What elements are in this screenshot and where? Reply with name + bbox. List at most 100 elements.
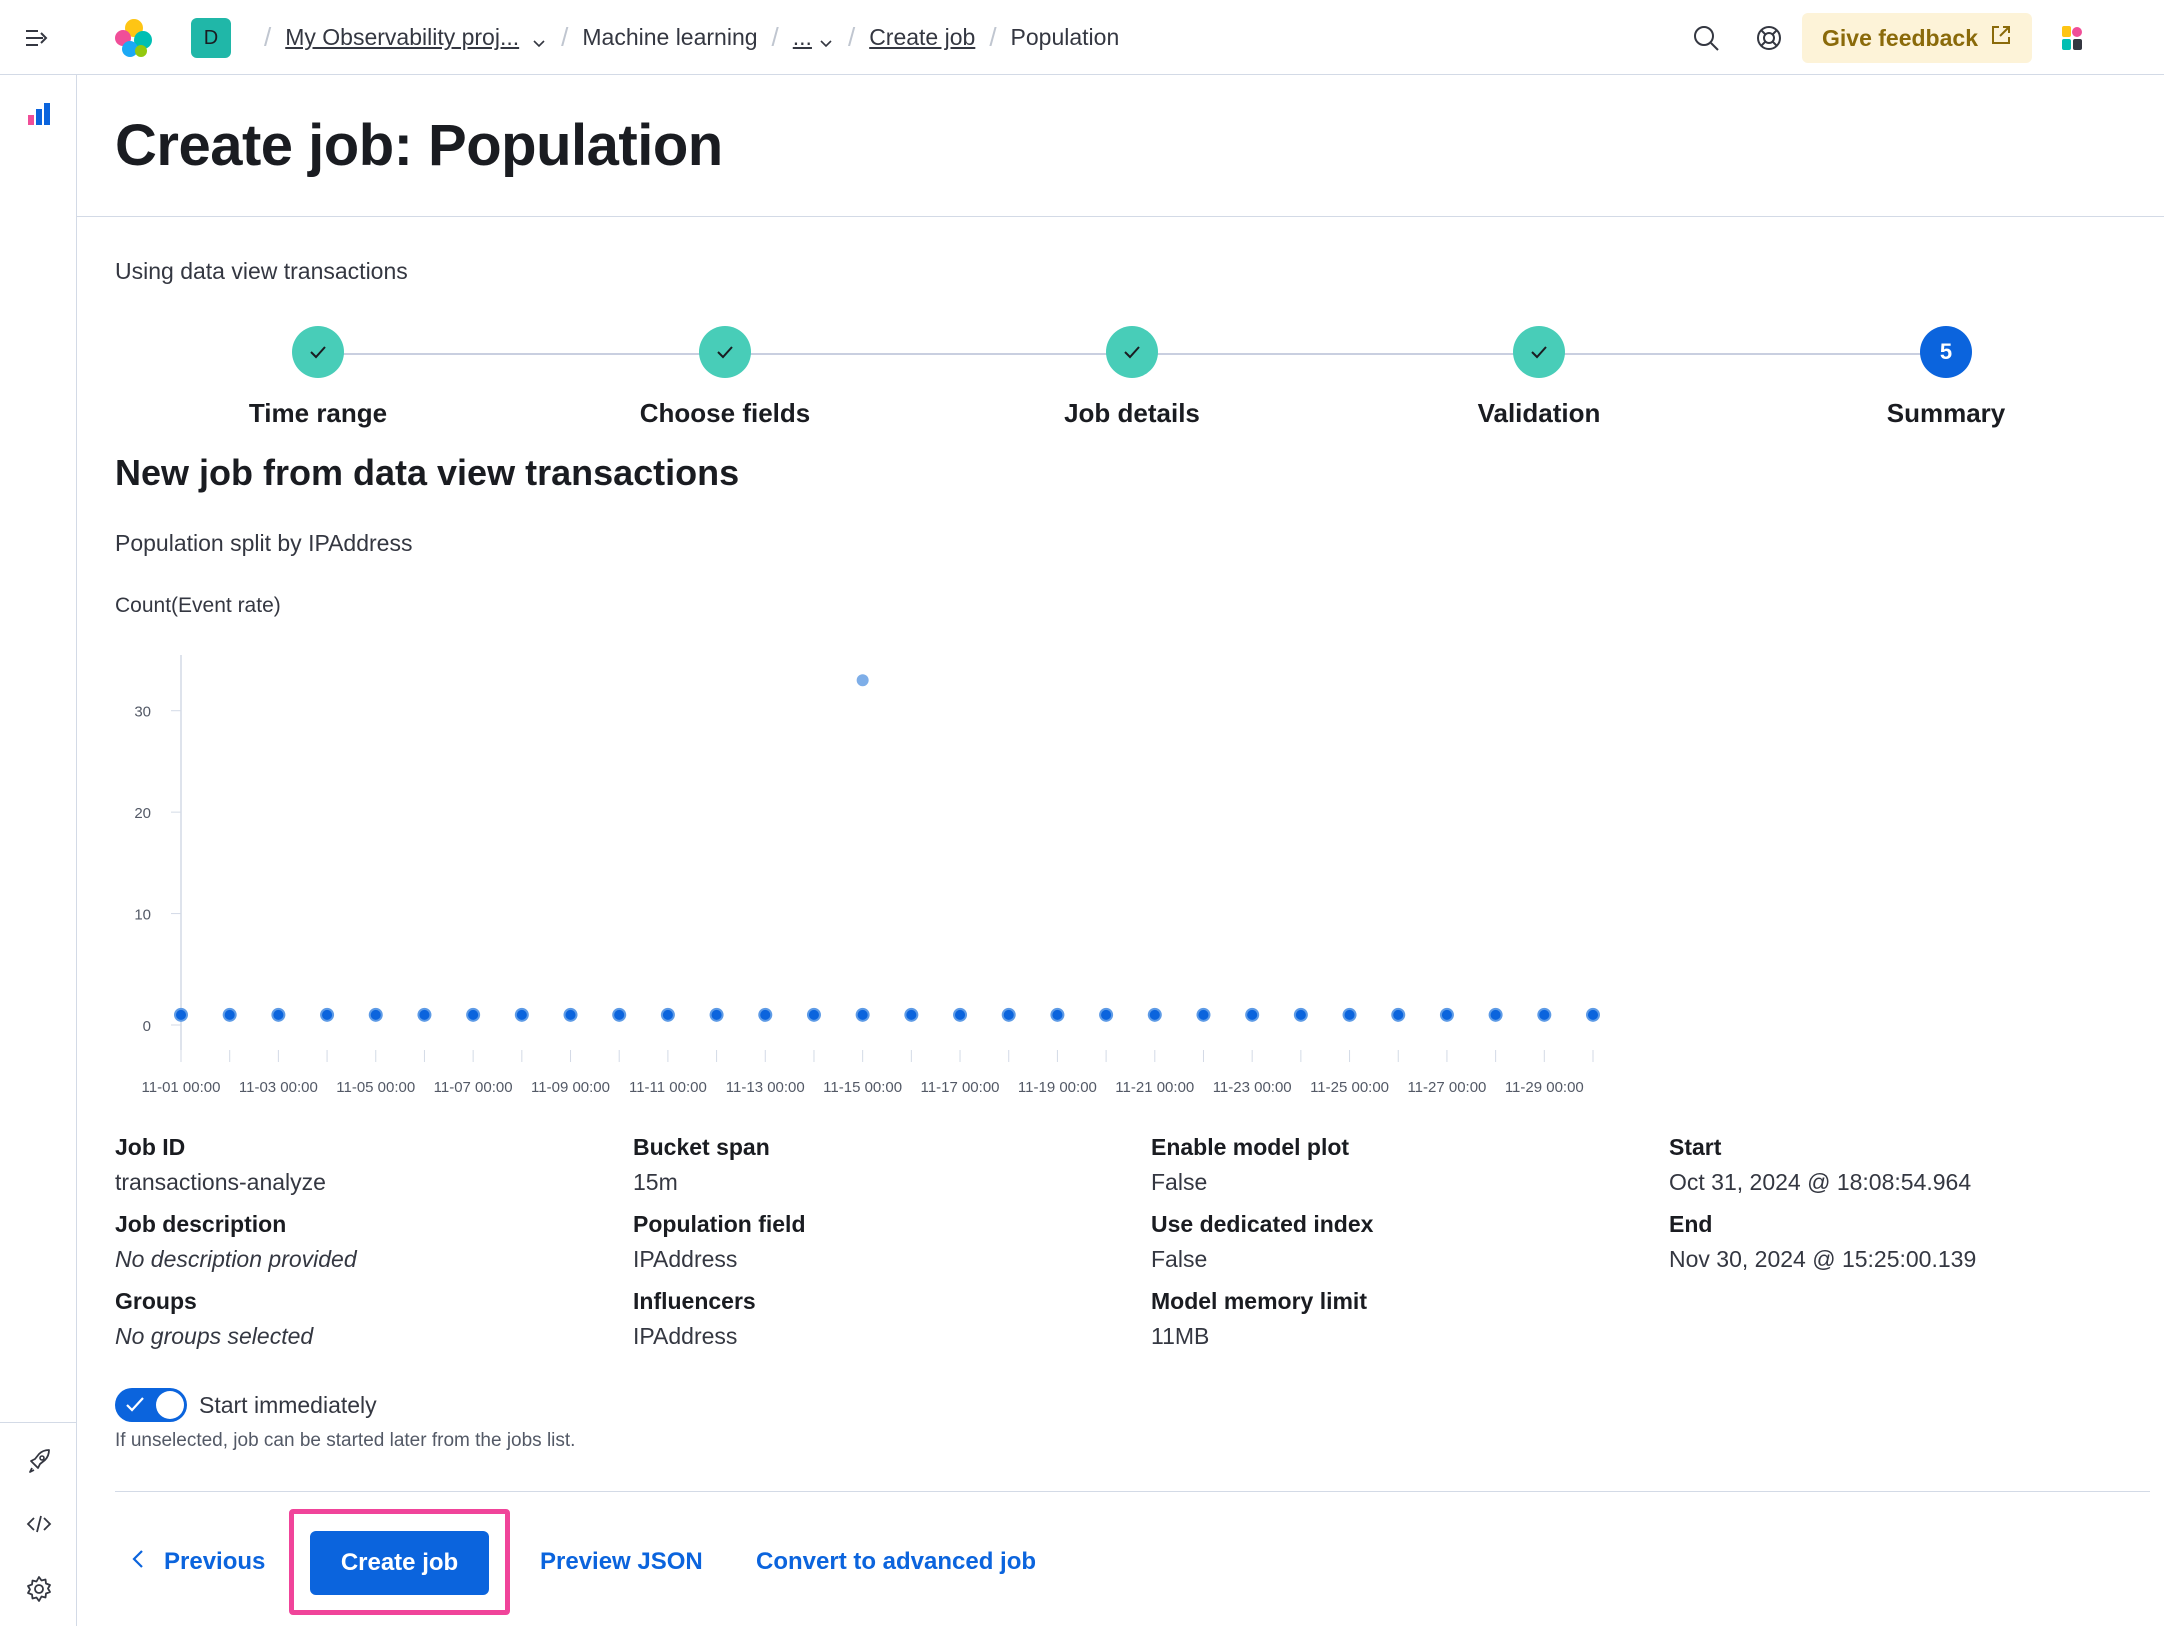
step-validation[interactable]: Validation <box>1389 326 1689 429</box>
data-point <box>1196 1007 1211 1022</box>
breadcrumb-current: Population <box>1010 24 1120 50</box>
step-label: Validation <box>1477 398 1601 428</box>
x-tick-label: 11-17 00:00 <box>921 1079 1000 1096</box>
start-immediately-toggle[interactable] <box>115 1388 187 1422</box>
step-label: Job details <box>1064 398 1200 428</box>
data-point <box>417 1007 432 1022</box>
x-tick-label: 11-25 00:00 <box>1310 1079 1389 1096</box>
code-icon[interactable] <box>22 1507 56 1541</box>
data-point <box>855 1007 870 1022</box>
breadcrumb-separator: / <box>989 22 997 52</box>
x-tick-label: 11-09 00:00 <box>531 1079 610 1096</box>
data-point <box>1391 1007 1406 1022</box>
project-avatar[interactable]: D <box>191 18 231 58</box>
data-view-subtitle: Using data view transactions <box>115 258 408 284</box>
step-job-details[interactable]: Job details <box>982 326 1282 429</box>
data-point <box>904 1007 919 1022</box>
chevron-down-icon[interactable] <box>818 30 834 47</box>
data-point <box>174 1007 188 1022</box>
page-title: Create job: Population <box>115 113 723 178</box>
summary-groups: Groups No groups selected <box>115 1288 615 1350</box>
help-icon[interactable] <box>1751 20 1787 56</box>
breadcrumb-separator: / <box>561 22 569 52</box>
breadcrumb-machine-learning[interactable]: Machine learning <box>582 24 758 50</box>
summary-end: End Nov 30, 2024 @ 15:25:00.139 <box>1669 1211 2164 1273</box>
gear-icon[interactable] <box>22 1572 56 1606</box>
data-point <box>612 1007 627 1022</box>
data-point <box>1586 1007 1600 1022</box>
give-feedback-button[interactable]: Give feedback <box>1802 13 2032 63</box>
summary-value: 15m <box>633 1169 678 1195</box>
preview-json-button[interactable]: Preview JSON <box>540 1548 703 1575</box>
summary-label: Population field <box>633 1211 806 1237</box>
event-rate-chart: 0 10 20 30 11-01 00:00 11-03 00:00 11-05 00:00… <box>134 655 1600 1096</box>
summary-bucket-span: Bucket span 15m <box>633 1134 1133 1196</box>
summary-label: Start <box>1669 1134 1722 1160</box>
chevron-left-icon <box>130 1548 146 1577</box>
x-tick-label: 11-03 00:00 <box>239 1079 318 1096</box>
x-tick-label: 11-27 00:00 <box>1407 1079 1486 1096</box>
machine-learning-app-icon[interactable] <box>22 97 56 131</box>
breadcrumb-separator: / <box>847 22 856 52</box>
summary-population-field: Population field IPAddress <box>633 1211 1133 1273</box>
feedback-label: Give feedback <box>1822 24 1978 51</box>
step-number: 5 <box>1920 326 1972 378</box>
step-label: Time range <box>248 398 388 428</box>
apps-icon[interactable] <box>2054 20 2090 56</box>
data-point <box>368 1007 383 1022</box>
data-point <box>1245 1007 1260 1022</box>
actions-divider <box>115 1491 2150 1492</box>
data-point <box>1439 1007 1454 1022</box>
search-icon[interactable] <box>1688 20 1724 56</box>
step-time-range[interactable]: Time range <box>168 326 468 429</box>
summary-value: IPAddress <box>633 1246 738 1272</box>
rocket-icon[interactable] <box>22 1444 56 1478</box>
start-immediately-help: If unselected, job can be started later … <box>115 1430 576 1451</box>
summary-label: Influencers <box>633 1288 756 1314</box>
x-tick-label: 11-01 00:00 <box>142 1079 221 1096</box>
data-point <box>1342 1007 1357 1022</box>
title-divider <box>77 216 2164 217</box>
data-point <box>758 1007 773 1022</box>
summary-job-id: Job ID transactions-analyze <box>115 1134 615 1196</box>
section-title: New job from data view transactions <box>115 452 740 493</box>
previous-button[interactable]: Previous <box>130 1530 265 1594</box>
external-link-icon <box>1990 24 2012 52</box>
data-point <box>1050 1007 1065 1022</box>
breadcrumb-ellipsis[interactable]: ... <box>792 24 812 50</box>
step-label: Choose fields <box>639 398 811 428</box>
breadcrumb-project[interactable]: My Observability proj... <box>285 24 520 50</box>
chart-title: Count(Event rate) <box>115 594 281 617</box>
elastic-logo-icon[interactable] <box>112 16 156 60</box>
summary-label: Job ID <box>115 1134 186 1160</box>
summary-value: transactions-analyze <box>115 1169 326 1195</box>
create-job-button[interactable]: Create job <box>310 1531 489 1595</box>
chevron-down-icon[interactable] <box>531 30 547 47</box>
convert-to-advanced-job-button[interactable]: Convert to advanced job <box>756 1548 1037 1575</box>
summary-value: Nov 30, 2024 @ 15:25:00.139 <box>1669 1246 1977 1272</box>
menu-toggle-icon[interactable] <box>22 22 54 54</box>
step-choose-fields[interactable]: Choose fields <box>575 326 875 429</box>
x-tick-label: 11-13 00:00 <box>726 1079 805 1096</box>
start-immediately-label[interactable]: Start immediately <box>199 1392 377 1418</box>
step-label: Summary <box>1886 398 2006 428</box>
y-tick-label: 0 <box>143 1018 151 1035</box>
breadcrumb-create-job[interactable]: Create job <box>869 24 976 50</box>
population-split-text: Population split by IPAddress <box>115 530 413 556</box>
y-tick-label: 30 <box>134 704 151 721</box>
data-point <box>563 1007 578 1022</box>
summary-label: End <box>1669 1211 1713 1237</box>
summary-value: False <box>1151 1246 1208 1272</box>
data-point <box>222 1007 237 1022</box>
x-tick-label: 11-23 00:00 <box>1213 1079 1292 1096</box>
data-point <box>953 1007 968 1022</box>
summary-enable-model-plot: Enable model plot False <box>1151 1134 1651 1196</box>
summary-use-dedicated-index: Use dedicated index False <box>1151 1211 1651 1273</box>
check-icon <box>1106 326 1158 378</box>
data-point <box>514 1007 529 1022</box>
data-point <box>709 1007 724 1022</box>
rail-divider <box>0 1422 77 1423</box>
data-point <box>271 1007 286 1022</box>
data-point <box>1537 1007 1552 1022</box>
check-icon <box>292 326 344 378</box>
